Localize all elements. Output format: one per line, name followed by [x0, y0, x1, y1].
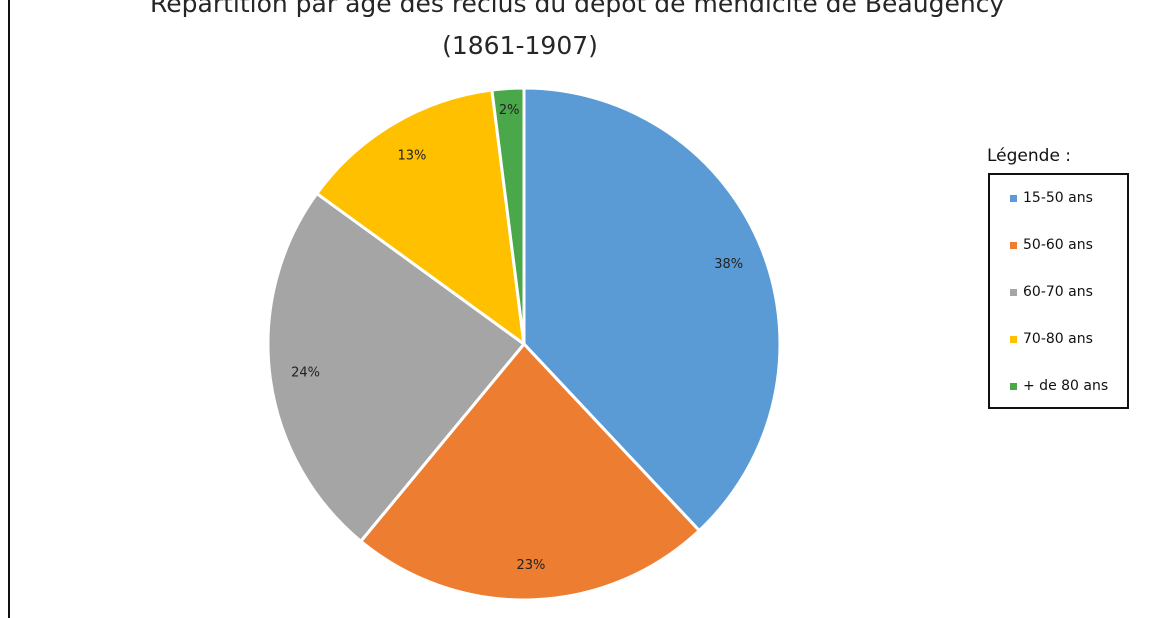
legend-item-15-50: 15-50 ans	[1010, 188, 1093, 208]
pie-label-60-70: 24%	[291, 366, 320, 381]
left-border-line	[8, 0, 10, 618]
pie-label-70-80: 13%	[397, 148, 426, 163]
legend-label: 60-70 ans	[1023, 284, 1093, 300]
legend-label: 70-80 ans	[1023, 331, 1093, 347]
pie-label-80-plus: 2%	[499, 103, 520, 118]
pie-label-15-50: 38%	[714, 257, 743, 272]
legend-title: Légende :	[987, 146, 1072, 166]
legend-swatch	[1010, 288, 1017, 296]
legend: 15-50 ans 50-60 ans 60-70 ans 70-80 ans …	[988, 173, 1129, 409]
legend-item-50-60: 50-60 ans	[1010, 235, 1093, 255]
legend-label: 15-50 ans	[1023, 190, 1093, 206]
pie-slice-70-80	[314, 88, 526, 348]
legend-swatch	[1010, 194, 1017, 202]
pie-slice-15-50	[522, 86, 782, 533]
legend-item-80-plus: + de 80 ans	[1010, 376, 1108, 396]
legend-item-60-70: 60-70 ans	[1010, 282, 1093, 302]
legend-item-70-80: 70-80 ans	[1010, 329, 1093, 349]
pie-slice-80-plus	[490, 86, 526, 345]
pie-slice-60-70	[266, 191, 527, 544]
legend-swatch	[1010, 335, 1017, 343]
legend-label: 50-60 ans	[1023, 237, 1093, 253]
pie-label-50-60: 23%	[516, 558, 545, 573]
legend-swatch	[1010, 382, 1017, 390]
chart-subtitle-years: (1861-1907)	[442, 31, 598, 60]
legend-swatch	[1010, 241, 1017, 249]
legend-label: + de 80 ans	[1023, 378, 1109, 394]
pie-slice-50-60	[358, 341, 702, 602]
chart-title: Répartition par âge des reclus du dépôt …	[150, 0, 1005, 18]
